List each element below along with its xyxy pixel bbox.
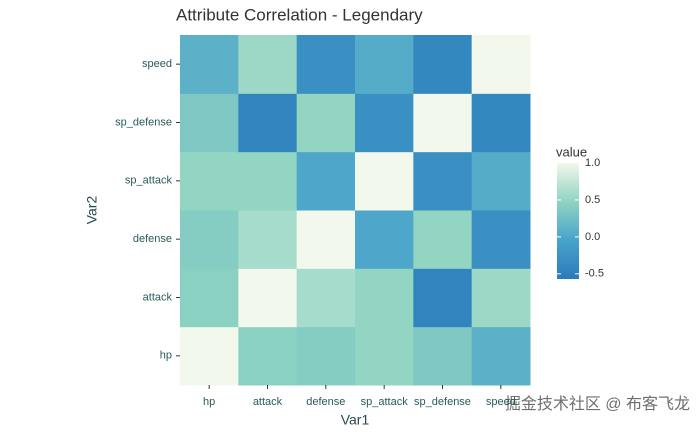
y-tick-label: sp_defense	[115, 116, 172, 128]
heatmap-cell	[413, 35, 473, 94]
heatmap-cell	[355, 210, 414, 269]
legend-title: value	[556, 144, 587, 159]
heatmap-cell	[180, 210, 239, 269]
heatmap-cell	[471, 151, 531, 211]
x-tick-label: sp_attack	[361, 396, 409, 408]
x-tick-label: speed	[486, 396, 516, 408]
heatmap-cell	[355, 151, 414, 211]
heatmap-cell	[238, 151, 298, 211]
heatmap-cell	[413, 268, 473, 328]
heatmap-cell	[355, 326, 414, 386]
x-tick-label: attack	[253, 396, 283, 408]
heatmap-cell	[355, 268, 414, 328]
colorbar	[557, 163, 579, 279]
heatmap-cell	[471, 35, 531, 94]
x-axis-title: Var1	[341, 412, 370, 428]
heatmap-cell	[238, 326, 298, 386]
heatmap-cell	[296, 326, 356, 386]
heatmap-cell	[180, 151, 239, 211]
heatmap-cell	[471, 268, 531, 328]
x-tick-label: sp_defense	[414, 396, 471, 408]
heatmap-cell	[471, 210, 531, 269]
heatmap-cell	[413, 151, 473, 211]
colorbar-tick-label: 0.0	[585, 231, 600, 243]
x-tick-label: defense	[306, 396, 345, 408]
x-tick-label: hp	[203, 396, 215, 408]
y-tick-label: attack	[143, 291, 173, 303]
heatmap-cell	[413, 93, 473, 153]
y-tick-label: speed	[142, 58, 172, 70]
heatmap-cell	[413, 210, 473, 269]
heatmap-cell	[296, 35, 356, 94]
heatmap-cell	[180, 268, 239, 328]
watermark: 掘金技术社区 @ 布客飞龙	[505, 395, 690, 413]
heatmap-cell	[296, 151, 356, 211]
heatmap-cell	[238, 35, 298, 94]
heatmap-cell	[471, 326, 531, 386]
y-tick-label: sp_attack	[125, 175, 173, 187]
y-tick-label: hp	[160, 350, 172, 362]
heatmap-cell	[238, 268, 298, 328]
colorbar-tick-label: 0.5	[585, 194, 600, 206]
colorbar-tick-label: -0.5	[585, 268, 604, 280]
y-axis-title: Var2	[84, 196, 100, 225]
y-tick-label: defense	[133, 233, 172, 245]
chart-title: Attribute Correlation - Legendary	[176, 5, 423, 24]
heatmap-cell	[238, 93, 298, 153]
heatmap-cell	[355, 93, 414, 153]
heatmap-cell	[180, 326, 239, 386]
heatmap-cell	[296, 210, 356, 269]
heatmap-cell	[180, 93, 239, 153]
heatmap-cell	[180, 35, 239, 94]
heatmap-cell	[238, 210, 298, 269]
heatmap-cell	[296, 268, 356, 328]
colorbar-tick-label: 1.0	[585, 157, 600, 169]
heatmap-cell	[296, 93, 356, 153]
heatmap-cell	[413, 326, 473, 386]
heatmap-cell	[355, 35, 414, 94]
heatmap-cell	[471, 93, 531, 153]
